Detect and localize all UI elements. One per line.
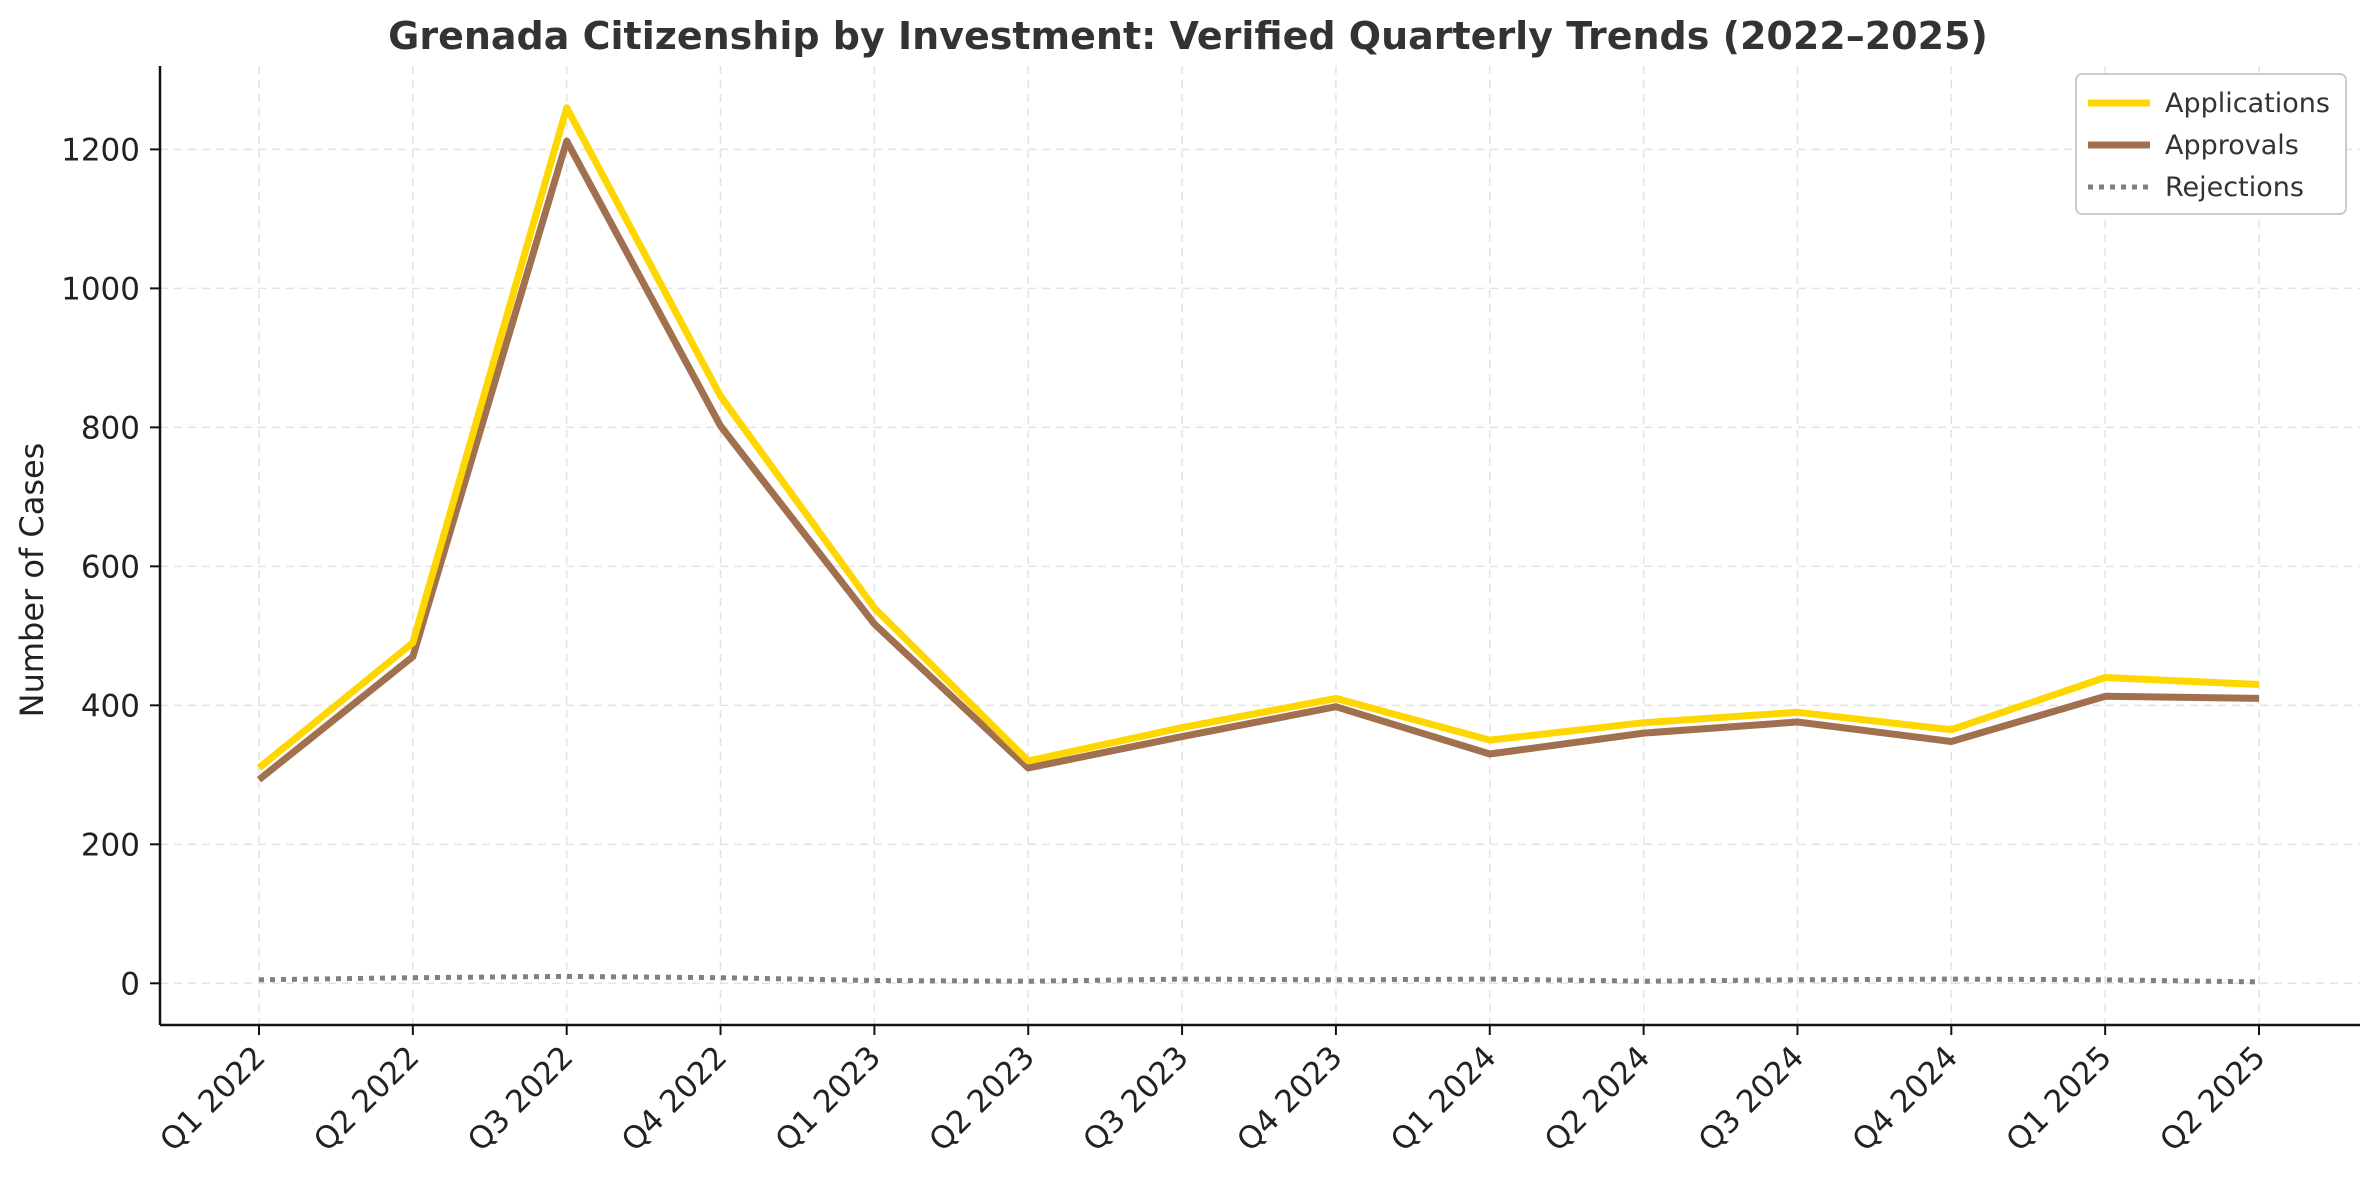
y-tick-label: 800 — [81, 410, 140, 446]
series-line-rejections — [258, 973, 2260, 985]
x-tick-label: Q1 2023 — [769, 1039, 888, 1158]
x-tick-label: Q4 2024 — [1846, 1039, 1965, 1158]
x-tick-label: Q2 2025 — [2153, 1039, 2272, 1158]
chart-title: Grenada Citizenship by Investment: Verif… — [388, 14, 1988, 58]
series-line-applications — [256, 104, 2260, 771]
y-tick-label: 1000 — [61, 271, 140, 307]
x-tick-label: Q4 2022 — [615, 1039, 734, 1158]
x-tick-label: Q2 2023 — [922, 1039, 1041, 1158]
legend: Applications Approvals Rejections — [2075, 73, 2347, 215]
y-tick-label: 400 — [81, 688, 140, 724]
x-tick-label: Q2 2024 — [1538, 1039, 1657, 1158]
legend-label-rejections: Rejections — [2165, 172, 2304, 203]
legend-label-applications: Applications — [2165, 88, 2330, 119]
legend-box — [2075, 73, 2347, 215]
x-tick-label: Q1 2025 — [1999, 1039, 2118, 1158]
tick-labels: 0 200 400 600 800 1000 1200 Q1 2022 Q2 2022 Q3 20… — [61, 132, 2273, 1158]
y-axis-label: Number of Cases — [13, 443, 51, 718]
x-tick-label: Q2 2022 — [307, 1039, 426, 1158]
axes — [158, 66, 2360, 1027]
grid — [160, 66, 2360, 1025]
y-tick-label: 200 — [81, 827, 140, 863]
x-tick-label: Q3 2024 — [1692, 1039, 1811, 1158]
x-tick-label: Q1 2024 — [1384, 1039, 1503, 1158]
y-tick-label: 0 — [120, 966, 140, 1002]
y-tick-label: 600 — [81, 549, 140, 585]
series-line-approvals — [256, 137, 2260, 783]
x-tick-label: Q4 2023 — [1230, 1039, 1349, 1158]
x-tick-label: Q1 2022 — [153, 1039, 272, 1158]
x-tick-label: Q3 2022 — [461, 1039, 580, 1158]
y-tick-label: 1200 — [61, 132, 140, 168]
series-lines — [256, 104, 2260, 985]
legend-label-approvals: Approvals — [2165, 130, 2299, 161]
x-tick-label: Q3 2023 — [1076, 1039, 1195, 1158]
